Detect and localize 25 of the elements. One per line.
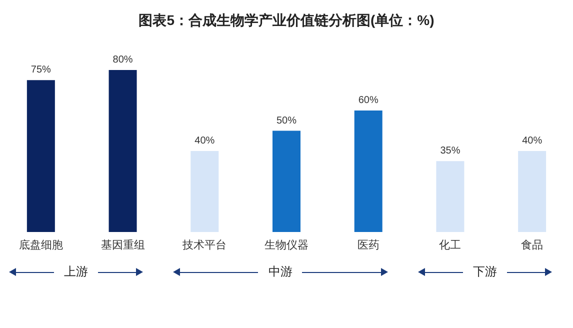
- bar: [272, 130, 300, 232]
- data-label: 80%: [112, 54, 133, 66]
- text: 下游: [473, 264, 498, 280]
- text: 上游: [64, 264, 88, 280]
- data-label: 40%: [194, 136, 215, 146]
- bar: [108, 70, 137, 232]
- x-tick-label: 化工: [439, 240, 462, 252]
- bar: [436, 161, 464, 232]
- chart-title: 图表5：合成生物学产业价值链分析图(单位：%): [138, 12, 434, 28]
- text: 中游: [268, 264, 292, 280]
- bar: [518, 151, 546, 232]
- x-tick-label: 基因重组: [100, 238, 145, 252]
- data-label: 40%: [522, 136, 542, 146]
- x-tick-label: 食品: [521, 240, 544, 252]
- x-tick-label: 生物仪器: [264, 238, 308, 252]
- x-tick-label: 技术平台: [182, 238, 227, 252]
- bar: [26, 80, 55, 232]
- bar: [190, 151, 219, 232]
- bar: [354, 110, 382, 232]
- x-tick-label: 底盘细胞: [18, 238, 63, 252]
- data-label: 35%: [440, 146, 460, 157]
- data-label: 60%: [358, 95, 378, 106]
- data-label: 50%: [276, 115, 297, 126]
- data-label: 75%: [30, 64, 52, 76]
- x-tick-label: 医药: [357, 238, 380, 252]
